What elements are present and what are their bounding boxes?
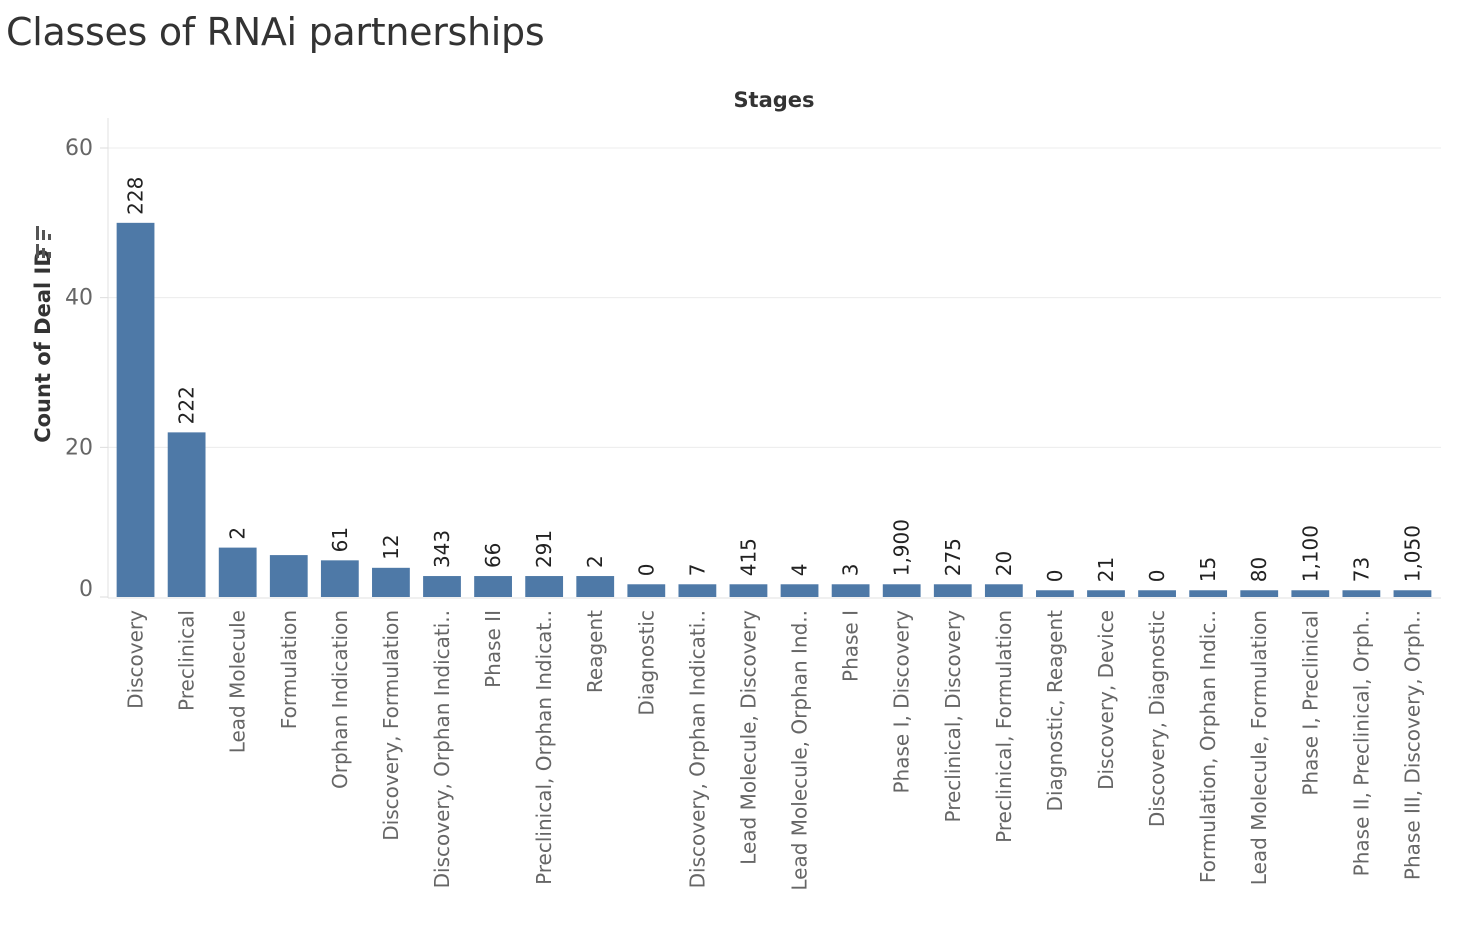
bar[interactable] [218,547,257,597]
data-label: 275 [941,538,965,576]
bar[interactable] [1087,590,1125,597]
x-tick-label: Lead Molecule, Discovery [736,610,760,865]
data-label: 1,100 [1298,525,1322,582]
y-axis-ticks: 0 20 40 60 [65,136,108,602]
x-tick-label: Diagnostic [634,610,658,716]
data-label: 0 [1145,570,1169,583]
data-label: 12 [379,534,403,559]
data-label: 7 [685,564,709,577]
data-label: 2 [583,555,607,568]
bar[interactable] [780,584,819,597]
data-label: 15 [1196,557,1220,582]
x-tick-label: Preclinical, Orphan Indicat.. [532,610,556,885]
data-label: 3 [839,564,863,577]
y-axis-title-icon-2[interactable] [36,244,51,258]
x-tick-label: Discovery, Orphan Indicati.. [685,610,709,888]
data-label: 415 [736,538,760,576]
x-tick-label: Discovery, Orphan Indicati.. [430,610,454,888]
y-axis-title: Count of Deal ID [31,249,55,443]
x-tick-label: Orphan Indication [328,610,352,789]
bar[interactable] [984,584,1023,597]
x-tick-label: Discovery, Formulation [379,610,403,841]
x-tick-label: Discovery [124,610,148,709]
y-tick-label: 0 [79,577,93,602]
x-tick-label: Reagent [583,610,607,693]
bar[interactable] [1138,590,1176,597]
y-tick-label: 40 [65,286,93,311]
bar[interactable] [1393,590,1432,597]
x-tick-label: Preclinical, Formulation [992,610,1016,843]
y-tick-label: 60 [65,136,93,161]
bar[interactable] [372,567,410,597]
bar[interactable] [474,576,512,597]
data-label: 61 [328,527,352,552]
data-label: 1,050 [1400,525,1424,582]
data-label: 73 [1349,557,1373,582]
x-tick-label: Preclinical [175,610,199,711]
bar[interactable] [423,576,461,597]
chart-title: Classes of RNAi partnerships [6,10,545,54]
bar[interactable] [882,584,921,597]
x-tick-label: Lead Molecule [226,610,250,753]
bar[interactable] [1291,590,1330,597]
column-header: Stages [733,88,814,112]
bar[interactable] [525,576,564,597]
x-tick-label: Phase I, Discovery [890,610,914,794]
data-label: 228 [124,177,148,215]
bar[interactable] [729,584,768,597]
y-axis-title-group[interactable]: Count of Deal ID [31,226,55,443]
data-label: 80 [1247,557,1271,582]
x-tick-label: Phase I [839,610,863,682]
data-label: 1,900 [890,519,914,576]
x-tick-label: Preclinical, Discovery [941,610,965,823]
bar[interactable] [1240,590,1279,597]
data-label: 21 [1094,557,1118,582]
data-label: 0 [634,564,658,577]
bar[interactable] [831,584,870,597]
data-label: 66 [481,543,505,568]
bar[interactable] [678,584,717,597]
x-tick-label: Discovery, Device [1094,610,1118,790]
data-label: 2 [226,527,250,540]
data-label: 343 [430,530,454,568]
bar[interactable] [933,584,972,597]
bar[interactable] [167,432,206,597]
x-axis-categories: Discovery Preclinical Lead Molecule Formula… [124,610,1425,891]
x-tick-label: Lead Molecule, Orphan Ind.. [788,610,812,891]
gridlines [108,147,1441,448]
data-label: 222 [175,386,199,424]
x-tick-label: Formulation, Orphan Indic.. [1196,610,1220,883]
x-tick-label: Formulation [277,610,301,729]
bars [116,222,1432,598]
bar[interactable] [1342,590,1381,597]
bar[interactable] [1189,590,1228,597]
sort-descending-icon[interactable] [36,226,51,240]
x-tick-label: Phase I, Preclinical [1298,610,1322,796]
bar[interactable] [576,576,615,597]
bar[interactable] [116,222,155,598]
data-label: 20 [992,551,1016,576]
x-tick-label: Phase II, Preclinical, Orph.. [1349,610,1373,876]
bar[interactable] [1036,590,1074,597]
x-tick-label: Phase II [481,610,505,688]
x-tick-label: Discovery, Diagnostic [1145,610,1169,827]
x-tick-label: Diagnostic, Reagent [1043,610,1067,812]
x-tick-label: Phase III, Discovery, Orph.. [1400,610,1424,880]
bar[interactable] [320,560,359,597]
data-label: 291 [532,530,556,568]
x-tick-label: Lead Molecule, Formulation [1247,610,1271,885]
y-tick-label: 20 [65,435,93,460]
bar[interactable] [269,555,308,597]
bar[interactable] [627,584,666,597]
data-label: 0 [1043,570,1067,583]
data-label: 4 [788,564,812,577]
